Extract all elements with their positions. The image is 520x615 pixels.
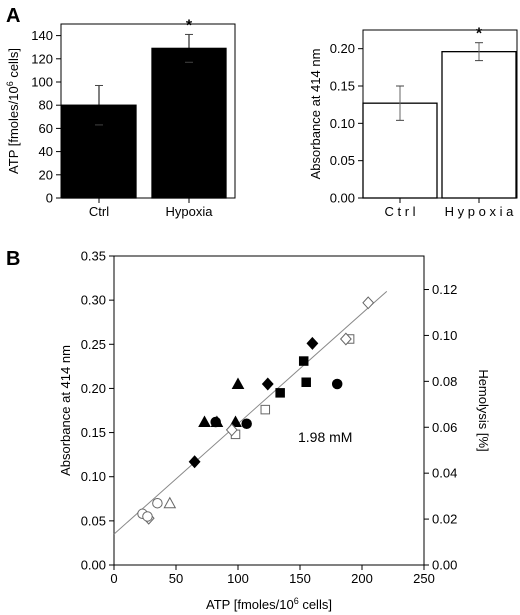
y-tick-label: 0.00 [330, 191, 355, 206]
y-tick-label: 0.35 [81, 249, 106, 264]
atp-absorbance-scatter-chart: 0.00 0.05 0.10 0.15 0.20 0.25 0.30 0.35 0.00 0.02… [58, 249, 491, 613]
x-axis-label: ATP [fmoles/106 cells] [206, 596, 332, 612]
x-tick-label: 200 [351, 571, 373, 586]
filled-diamond-point [306, 336, 319, 350]
filled-triangle-point [231, 377, 245, 390]
y2-tick-label: 0.10 [432, 328, 457, 343]
y-axis-label: Absorbance at 414 nm [308, 49, 323, 180]
plot-frame [113, 255, 425, 566]
y-tick-label: 0.05 [81, 513, 106, 528]
y-tick-label: 0.20 [81, 381, 106, 396]
open-diamond-point [339, 332, 352, 346]
bar [441, 51, 517, 199]
filled-diamond-point [261, 377, 274, 391]
regression-line [113, 290, 388, 535]
y2-tick-label: 0.08 [432, 374, 457, 389]
x-tick-label: 100 [227, 571, 249, 586]
filled-circle-point [331, 378, 343, 390]
y-tick-label: 60 [39, 121, 53, 136]
y-tick-label: 0.20 [330, 41, 355, 56]
x-tick-label: 0 [110, 571, 117, 586]
plot-frame [60, 23, 236, 199]
atp-bar-chart: 0 20 40 60 80 100 120 140 Ctrl Hypoxia * ATP [fmole… [5, 17, 236, 219]
y-tick-label: 0.25 [81, 337, 106, 352]
x-tick-label: C t r l [384, 204, 415, 219]
x-tick-label: 250 [413, 571, 435, 586]
y-tick-label: 20 [39, 167, 53, 182]
open-diamond-point [362, 296, 375, 310]
y-tick-label: 0.15 [81, 425, 106, 440]
y-tick-label: 120 [31, 51, 53, 66]
y-tick-label: 100 [31, 75, 53, 90]
y-tick-label: 80 [39, 98, 53, 113]
y-tick-label: 140 [31, 28, 53, 43]
y2-tick-label: 0.12 [432, 282, 457, 297]
open-diamond-point [225, 423, 238, 437]
filled-circle-point [241, 418, 252, 429]
y-tick-label: 0.10 [81, 469, 106, 484]
open-square-point [260, 404, 271, 415]
y2-axis-label: Hemolysis [%] [476, 369, 491, 451]
x-tick-label: Hypoxia [166, 204, 214, 219]
open-circle-point [152, 497, 163, 509]
concentration-annotation: 1.98 mM [298, 429, 352, 445]
filled-circle-point [210, 416, 221, 428]
x-tick-label: 150 [289, 571, 311, 586]
absorbance-bar-chart: 0.00 0.05 0.10 0.15 0.20 C t r l H y p o x i a… [308, 26, 518, 219]
y-tick-label: 0.15 [330, 79, 355, 94]
y-tick-label: 0.10 [330, 116, 355, 131]
open-circle-point [142, 511, 153, 522]
x-tick-label: 50 [169, 571, 183, 586]
x-tick-label: Ctrl [89, 204, 109, 219]
open-triangle-point [163, 496, 177, 509]
filled-triangle-point [198, 415, 211, 427]
y2-tick-label: 0.02 [432, 512, 457, 527]
y-tick-label: 0.30 [81, 293, 106, 308]
y2-tick-label: 0.06 [432, 420, 457, 435]
significance-marker: * [186, 17, 193, 34]
y-axis-label: Absorbance at 414 nm [58, 345, 73, 476]
y-tick-label: 0.00 [81, 558, 106, 573]
filled-square-point [298, 356, 309, 366]
panel-label-a: A [6, 5, 20, 27]
bar [151, 47, 227, 199]
filled-diamond-point [188, 455, 201, 469]
x-tick-label: H y p o x i a [445, 204, 514, 219]
panel-label-b: B [6, 248, 20, 270]
filled-triangle-point [229, 415, 242, 427]
y-axis-label: ATP [fmoles/106 cells] [5, 48, 21, 174]
filled-square-point [301, 377, 311, 387]
significance-marker: * [476, 26, 483, 43]
y2-tick-label: 0.04 [432, 466, 457, 481]
y-tick-label: 0 [46, 191, 53, 206]
filled-square-point [275, 388, 285, 398]
y-tick-label: 40 [39, 144, 53, 159]
y-tick-label: 0.05 [330, 153, 355, 168]
y2-tick-label: 0.00 [432, 558, 457, 573]
